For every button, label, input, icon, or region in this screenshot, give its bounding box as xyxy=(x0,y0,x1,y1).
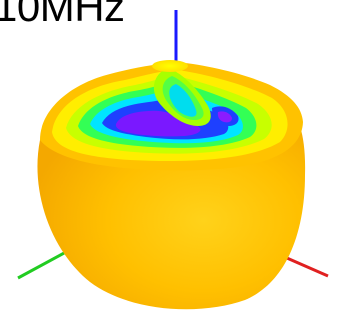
y-axis xyxy=(17,250,67,280)
frequency-label: 10MHz xyxy=(0,0,125,30)
pattern-surface xyxy=(37,60,306,310)
x-axis xyxy=(279,253,329,278)
